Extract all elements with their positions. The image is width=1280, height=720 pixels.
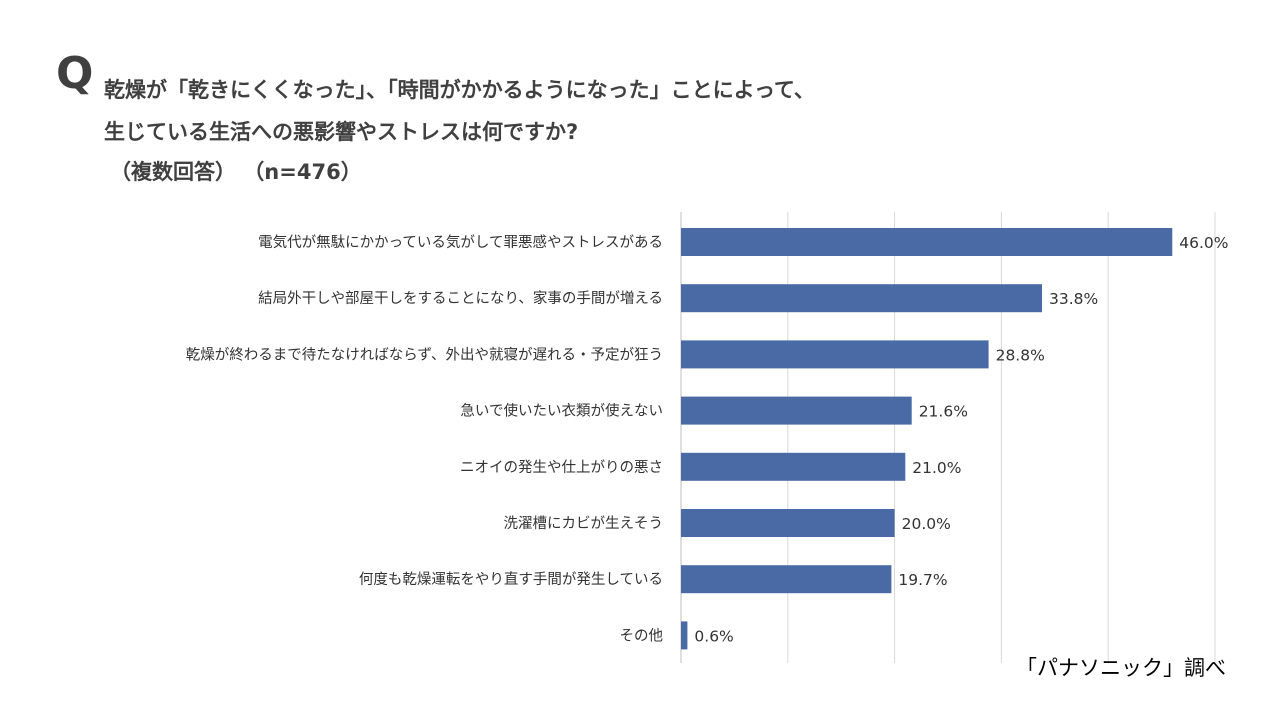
category-label: 何度も乾燥運転をやり直す手間が発生している xyxy=(359,571,663,588)
category-label: ニオイの発生や仕上がりの悪さ xyxy=(460,459,663,476)
bar xyxy=(681,396,912,425)
bar xyxy=(681,340,989,369)
bar xyxy=(681,284,1042,313)
category-label: 電気代が無駄にかかっている気がして罪悪感やストレスがある xyxy=(258,234,663,251)
bar xyxy=(681,509,895,537)
data-label: 28.8% xyxy=(996,346,1045,364)
category-label: 急いで使いたい衣類が使えない xyxy=(460,403,663,420)
data-label: 0.6% xyxy=(694,627,733,645)
data-label: 21.6% xyxy=(919,403,968,421)
question-mark: Q xyxy=(56,48,94,99)
category-label: 結局外干しや部屋干しをすることになり、家事の手間が増える xyxy=(258,290,663,307)
data-label: 46.0% xyxy=(1179,234,1228,252)
data-label: 33.8% xyxy=(1049,290,1098,308)
bar xyxy=(681,228,1173,256)
chart-subtitle: （複数回答） （n=476） xyxy=(110,160,362,184)
data-label: 21.0% xyxy=(912,459,961,477)
source-note: 「パナソニック」調べ xyxy=(1016,656,1226,680)
bar xyxy=(681,565,892,594)
chart-title-line-1: 乾燥が「乾きにくくなった」、「時間がかかるようになった」ことによって、 xyxy=(104,78,815,102)
category-label: 洗濯槽にカビが生えそう xyxy=(504,515,664,532)
data-label: 19.7% xyxy=(898,571,947,589)
bar xyxy=(681,621,688,650)
category-label: 乾燥が終わるまで待たなければならず、外出や就寝が遅れる・予定が狂う xyxy=(186,345,663,363)
bar xyxy=(681,452,906,481)
chart-title-line-2: 生じている生活への悪影響やストレスは何ですか? xyxy=(104,120,579,144)
category-label: その他 xyxy=(620,627,664,644)
data-label: 20.0% xyxy=(902,515,951,533)
